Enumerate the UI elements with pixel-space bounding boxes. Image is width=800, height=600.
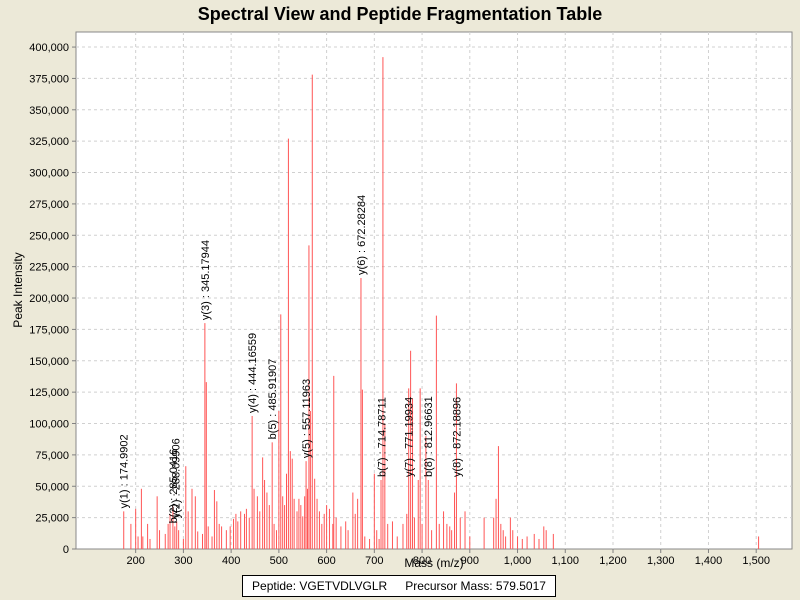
fragment-annotation: b(8) : 812.96631: [423, 396, 435, 477]
fragment-annotation: y(4) : 444.16559: [247, 333, 259, 413]
y-tick-label: 400,000: [29, 42, 69, 54]
grid: [76, 32, 792, 549]
fragment-annotation: y(8) : 872.18896: [452, 397, 464, 477]
y-tick-label: 50,000: [35, 481, 69, 493]
y-tick-label: 225,000: [29, 262, 69, 274]
y-axis-label: Peak Intensity: [11, 252, 25, 327]
y-tick-label: 150,000: [29, 356, 69, 368]
y-tick-label: 250,000: [29, 230, 69, 242]
y-tick-label: 100,000: [29, 419, 69, 431]
x-tick-label: 300: [174, 555, 192, 567]
fragment-annotation: b(5) : 485.91907: [267, 359, 279, 440]
fragment-annotation: y(6) : 672.28284: [356, 195, 368, 275]
peak-bars: [123, 57, 760, 549]
fragment-annotation: y(7) : 771.19934: [403, 397, 415, 477]
y-tick-label: 75,000: [35, 450, 69, 462]
fragment-annotation: y(1) : 174.9902: [119, 434, 131, 508]
x-tick-label: 900: [461, 555, 479, 567]
x-tick-label: 800: [413, 555, 431, 567]
x-tick-label: 600: [317, 555, 335, 567]
axes: 200 300 400 500 600 700 800 900 1,000 1,100 1,200 1…: [29, 42, 770, 567]
y-tick-label: 325,000: [29, 136, 69, 148]
y-tick-label: 350,000: [29, 105, 69, 117]
x-tick-label: 1,000: [504, 555, 532, 567]
fragment-annotation: y(3) : 345.17944: [200, 240, 212, 320]
fragment-annotation: y(5) : 557.11963: [301, 379, 313, 458]
peptide-label: Peptide: VGETVDLVGLR: [252, 579, 388, 593]
x-tick-label: 700: [365, 555, 383, 567]
y-tick-label: 0: [63, 544, 69, 556]
y-tick-label: 25,000: [35, 513, 69, 525]
x-tick-label: 500: [270, 555, 288, 567]
x-tick-label: 1,300: [647, 555, 675, 567]
peptide-info-box: Peptide: VGETVDLVGLR Precursor Mass: 579…: [242, 575, 556, 597]
x-axis-label: Mass (m/z): [404, 556, 463, 570]
y-tick-label: 375,000: [29, 73, 69, 85]
y-tick-label: 275,000: [29, 199, 69, 211]
precursor-mass-label: Precursor Mass: 579.5017: [405, 579, 546, 593]
x-tick-label: 200: [126, 555, 144, 567]
fragment-annotation: b(7) : 714.78711: [376, 397, 388, 477]
y-tick-label: 175,000: [29, 324, 69, 336]
y-tick-label: 200,000: [29, 293, 69, 305]
x-tick-label: 1,200: [599, 555, 627, 567]
fragment-annotation: b(2) : 285.0416: [168, 449, 180, 524]
fragment-annotation: y(2) : 288.09906: [171, 438, 183, 518]
x-tick-label: 400: [222, 555, 240, 567]
x-tick-label: 1,500: [742, 555, 770, 567]
plot-area: [75, 31, 793, 550]
y-tick-label: 125,000: [29, 387, 69, 399]
chart-title: Spectral View and Peptide Fragmentation …: [198, 4, 602, 24]
y-tick-label: 300,000: [29, 168, 69, 180]
x-tick-label: 1,100: [552, 555, 580, 567]
x-tick-label: 1,400: [695, 555, 723, 567]
